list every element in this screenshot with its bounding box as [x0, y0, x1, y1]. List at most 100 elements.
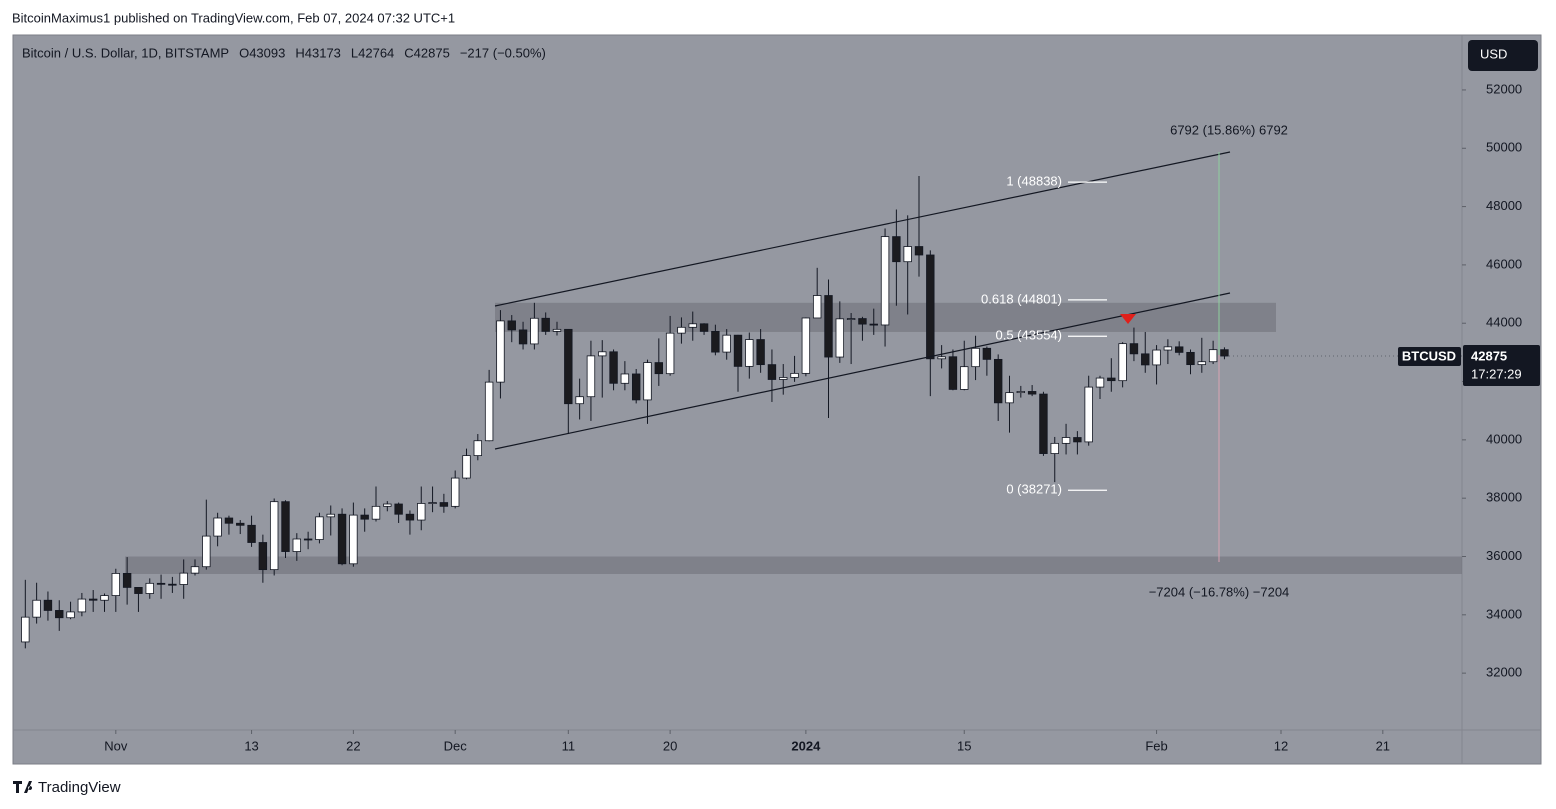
- fib-level-label: 1 (48838): [1006, 174, 1062, 189]
- candle-body: [303, 538, 313, 541]
- candle-body: [937, 356, 946, 360]
- x-tick-label: 21: [1376, 738, 1390, 753]
- candle-body: [1095, 377, 1105, 388]
- candle-body: [394, 503, 403, 515]
- candle-body: [213, 517, 222, 537]
- candle-body: [428, 502, 437, 504]
- y-tick-label: 38000: [1486, 490, 1522, 505]
- candle-body: [620, 373, 630, 384]
- candle-body: [1208, 349, 1218, 363]
- candle-body: [55, 610, 64, 619]
- candle-body: [269, 501, 279, 571]
- candle-body: [337, 513, 347, 565]
- rejection-marker: [1120, 314, 1136, 324]
- candle-body: [541, 317, 550, 332]
- chart-title: Bitcoin / U.S. Dollar, 1D, BITSTAMP: [22, 45, 229, 60]
- y-tick-label: 48000: [1486, 198, 1522, 213]
- channel-upper-line: [494, 151, 1231, 307]
- candle-body: [858, 318, 867, 325]
- candle-body: [462, 455, 471, 479]
- candle-body: [383, 503, 392, 507]
- candle-body: [801, 317, 811, 374]
- candle-body: [1050, 442, 1059, 454]
- candle-body: [926, 254, 935, 360]
- chart-frame: [12, 34, 1542, 765]
- candle-body: [122, 573, 132, 588]
- candle-body: [688, 323, 697, 328]
- candle-body: [326, 513, 335, 518]
- candle-body: [903, 246, 912, 263]
- measure-up-label: 6792 (15.86%) 6792: [1170, 122, 1288, 137]
- candle-body: [1027, 391, 1037, 395]
- brand-logo: [13, 781, 33, 793]
- candle-body: [982, 347, 992, 360]
- candle-body: [824, 295, 833, 358]
- ohlc-value: −217 (−0.50%): [460, 45, 546, 60]
- y-tick-label: 36000: [1486, 548, 1522, 563]
- candle-body: [892, 236, 901, 263]
- candle-body: [1016, 391, 1026, 394]
- support-zone: [125, 556, 1462, 574]
- y-tick-label: 50000: [1486, 140, 1522, 155]
- y-tick-label: 32000: [1486, 665, 1522, 680]
- candle-body: [88, 598, 98, 601]
- candle-body: [32, 599, 41, 618]
- candle-body: [1129, 343, 1139, 355]
- last-price-value: 42875: [1471, 348, 1507, 363]
- countdown: 17:27:29: [1471, 366, 1522, 381]
- candle-body: [699, 323, 709, 332]
- candle-body: [677, 326, 686, 334]
- candle-body: [993, 358, 1003, 404]
- candle-body: [156, 582, 166, 585]
- candle-body: [880, 236, 890, 326]
- y-tick-label: 44000: [1486, 315, 1522, 330]
- candle-body: [450, 477, 460, 507]
- candle-body: [586, 355, 596, 398]
- brand: TradingView: [13, 779, 121, 796]
- candle-body: [236, 522, 245, 526]
- fib-level-label: 0.5 (43554): [996, 328, 1063, 343]
- y-tick-label: 34000: [1486, 606, 1522, 621]
- candle-body: [77, 598, 87, 613]
- candle-body: [846, 318, 856, 320]
- currency-label[interactable]: USD: [1480, 46, 1507, 61]
- candle-body: [371, 505, 381, 520]
- candle-body: [1084, 386, 1093, 443]
- symbol-label: BTCUSD: [1402, 348, 1456, 363]
- currency-button[interactable]: [1468, 40, 1538, 71]
- candle-body: [948, 356, 958, 390]
- candle-body: [281, 501, 290, 552]
- candle-body: [869, 323, 878, 326]
- candle-body: [643, 362, 652, 401]
- candle-body: [134, 587, 143, 594]
- y-tick-label: 52000: [1486, 81, 1522, 96]
- candle-body: [1186, 351, 1195, 366]
- candle-body: [767, 364, 777, 380]
- ohlc-value: O43093: [239, 45, 285, 60]
- candle-body: [835, 318, 845, 358]
- candle-body: [711, 330, 720, 353]
- candle-body: [1118, 343, 1127, 382]
- x-tick-label: 11: [562, 738, 576, 753]
- candle-body: [292, 538, 302, 552]
- candle-body: [564, 328, 573, 405]
- candle-body: [145, 582, 154, 594]
- candle-body: [722, 334, 731, 353]
- x-tick-label: 20: [663, 738, 677, 753]
- x-tick-label: Feb: [1145, 738, 1167, 753]
- candle-body: [575, 396, 584, 405]
- candle-body: [484, 381, 494, 442]
- y-tick-label: 46000: [1486, 256, 1522, 271]
- candle-body: [1073, 437, 1082, 443]
- candle-body: [1197, 361, 1207, 366]
- publisher-line: BitcoinMaximus1 published on TradingView…: [12, 10, 455, 25]
- candle-body: [960, 366, 969, 390]
- candle-body: [631, 373, 641, 401]
- candle-body: [1220, 349, 1229, 357]
- candle-body: [745, 339, 754, 367]
- candle-body: [496, 320, 505, 383]
- candle-body: [315, 516, 324, 540]
- candle-body: [1107, 377, 1116, 382]
- candle-body: [439, 502, 449, 507]
